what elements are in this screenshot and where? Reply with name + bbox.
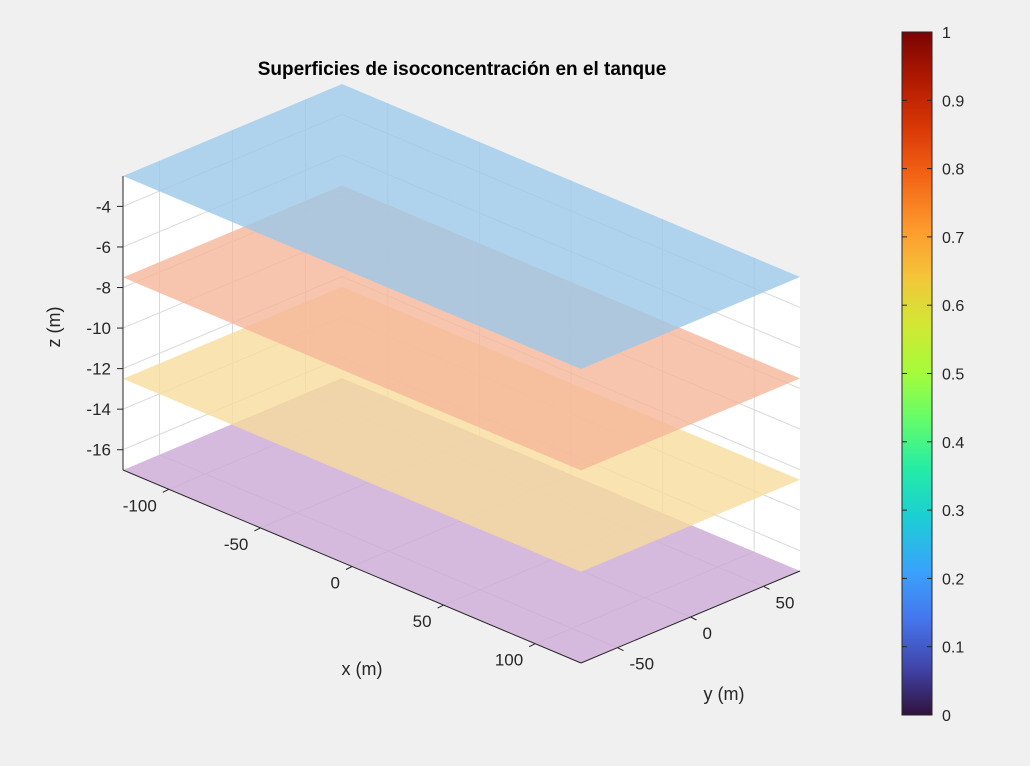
colorbar-tick-label: 1 bbox=[942, 25, 951, 42]
colorbar-tick-label: 0.2 bbox=[942, 571, 964, 588]
y-tick-label: 0 bbox=[703, 624, 712, 643]
x-tick-label: 100 bbox=[495, 651, 523, 670]
x-tick-mark bbox=[254, 527, 261, 532]
x-tick-label: -100 bbox=[123, 496, 157, 515]
y-tick-mark bbox=[690, 616, 697, 621]
y-tick-mark bbox=[617, 647, 624, 652]
colorbar-ticks: 0 0.1 0.2 0.3 0.4 0.5 0.6 0.7 0.8 0.9 1 bbox=[902, 25, 964, 725]
x-axis-label: x (m) bbox=[342, 659, 383, 679]
isosurface bbox=[123, 185, 800, 471]
z-tick-label: -12 bbox=[86, 360, 111, 379]
y-tick-label: -50 bbox=[630, 655, 655, 674]
z-tick-label: -16 bbox=[86, 441, 111, 460]
z-axis-label: z (m) bbox=[44, 307, 64, 348]
colorbar-tick-label: 0.8 bbox=[942, 162, 964, 179]
colorbar: 0 0.1 0.2 0.3 0.4 0.5 0.6 0.7 0.8 0.9 1 bbox=[901, 25, 964, 725]
z-tick-label: -8 bbox=[96, 279, 111, 298]
colorbar-tick-label: 0.7 bbox=[942, 230, 964, 247]
x-tick-mark bbox=[345, 566, 353, 570]
chart-title: Superficies de isoconcentración en el ta… bbox=[258, 59, 667, 80]
colorbar-tick-label: 0.6 bbox=[942, 298, 964, 315]
y-tick-mark bbox=[763, 585, 770, 590]
isosurface bbox=[123, 286, 800, 572]
y-axis-label: y (m) bbox=[704, 684, 745, 704]
colorbar-tick-label: 0.9 bbox=[942, 93, 964, 110]
x-tick-label: 0 bbox=[331, 574, 340, 593]
x-tick-label: 50 bbox=[413, 612, 432, 631]
x-tick-mark bbox=[162, 488, 170, 493]
x-tick-mark bbox=[437, 604, 444, 609]
colorbar-tick-label: 0.4 bbox=[942, 435, 964, 452]
tick-labels: -100 -50 0 50 100 -50 0 50 -16 -14 -12 -10 -8 -6 -4 bbox=[86, 197, 794, 673]
x-tick-mark bbox=[528, 643, 536, 648]
isosurface bbox=[123, 84, 800, 369]
z-tick-label: -14 bbox=[86, 400, 111, 419]
colorbar-tick-label: 0.3 bbox=[942, 503, 964, 520]
z-tick-label: -4 bbox=[96, 197, 111, 216]
z-tick-label: -10 bbox=[86, 319, 111, 338]
colorbar-tick-label: 0.1 bbox=[942, 640, 964, 657]
colorbar-tick-label: 0 bbox=[942, 708, 951, 725]
y-tick-label: 50 bbox=[776, 593, 795, 612]
isosurfaces bbox=[123, 84, 800, 663]
colorbar-tick-label: 0.5 bbox=[942, 367, 964, 384]
z-tick-label: -6 bbox=[96, 238, 111, 257]
x-tick-label: -50 bbox=[224, 535, 249, 554]
